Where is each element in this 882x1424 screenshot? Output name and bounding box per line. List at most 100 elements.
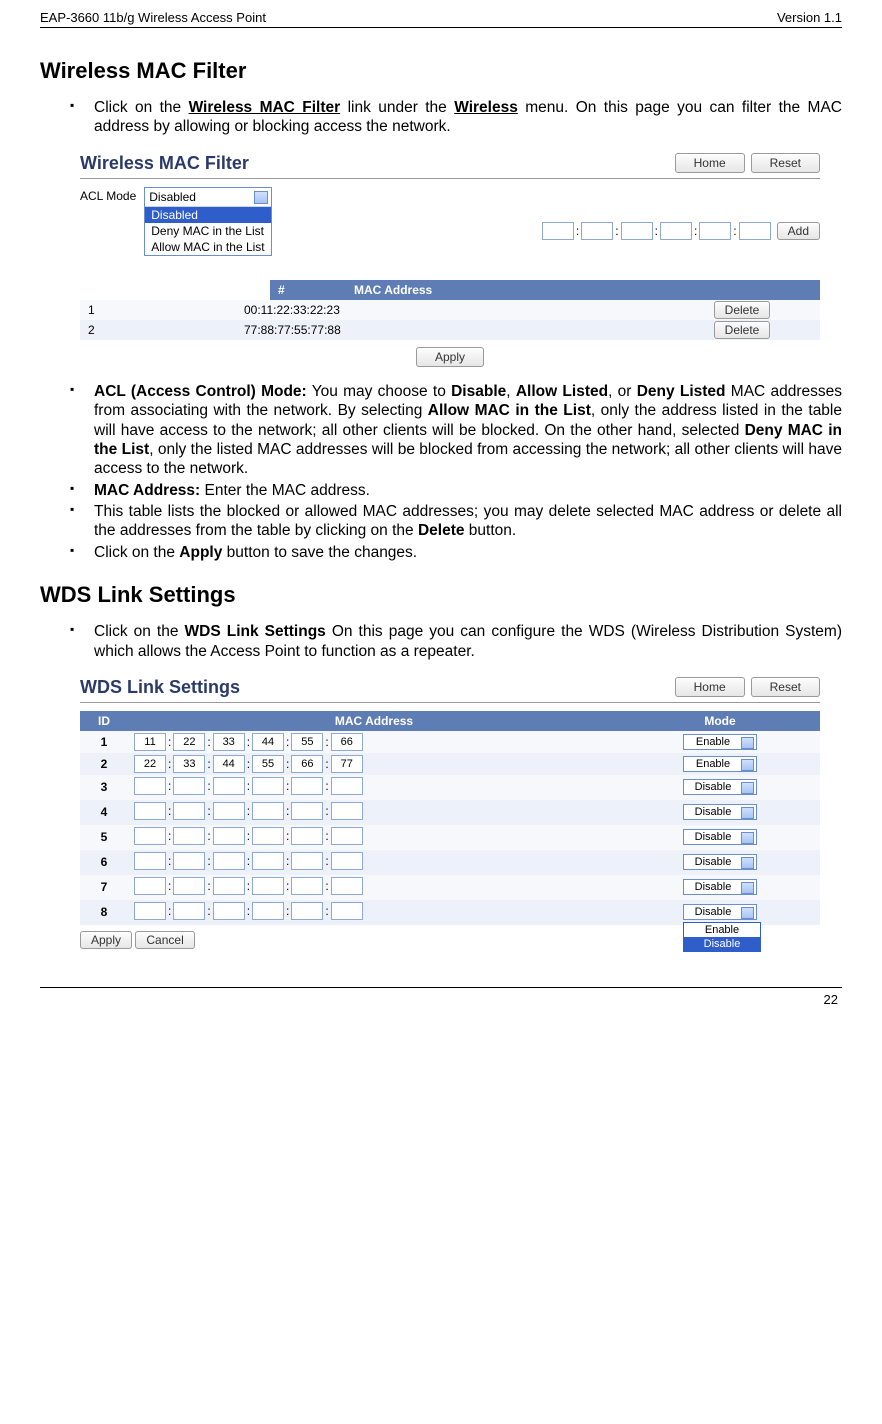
mode-select[interactable]: Disable	[683, 779, 757, 795]
mode-select[interactable]: Enable	[683, 756, 757, 772]
wds-panel-title: WDS Link Settings	[80, 677, 240, 698]
wds-row-id: 3	[80, 780, 128, 794]
mac-octet-input[interactable]	[252, 852, 284, 870]
mac-octet-input[interactable]	[134, 877, 166, 895]
wds-mac-inputs[interactable]: : : : : :	[128, 877, 620, 898]
mac-octet-input[interactable]	[331, 852, 363, 870]
mac-octet-input[interactable]	[331, 827, 363, 845]
mac-octet-input[interactable]: 55	[252, 755, 284, 773]
wds-mode-cell: Disable	[620, 829, 820, 845]
acl-mode-label: ACL Mode	[80, 187, 136, 203]
mac-octet-input[interactable]	[173, 852, 205, 870]
wds-mode-cell: DisableEnableDisable	[620, 904, 820, 920]
mac-octet-input[interactable]	[213, 827, 245, 845]
mac-octet-input[interactable]	[173, 777, 205, 795]
mac-octet-input[interactable]	[173, 827, 205, 845]
cancel-button[interactable]: Cancel	[135, 931, 194, 949]
mac-octet-input[interactable]	[173, 877, 205, 895]
mac-octet-input[interactable]	[291, 802, 323, 820]
mac-octet-input[interactable]	[252, 802, 284, 820]
mode-select[interactable]: Disable	[683, 854, 757, 870]
mac-octet-input[interactable]	[291, 827, 323, 845]
wds-mac-inputs[interactable]: : : : : :	[128, 827, 620, 848]
wds-mac-inputs[interactable]: 22 : 33 : 44 : 55 : 66 : 77	[128, 755, 620, 773]
mac-octet-input[interactable]	[213, 877, 245, 895]
page-header: EAP-3660 11b/g Wireless Access Point Ver…	[40, 10, 842, 28]
mac-octet-input[interactable]	[173, 802, 205, 820]
mac-octet-input[interactable]	[331, 902, 363, 920]
wds-mac-inputs[interactable]: 11 : 22 : 33 : 44 : 55 : 66	[128, 733, 620, 751]
mac-octet-input[interactable]	[134, 802, 166, 820]
mac-octet-input[interactable]: 33	[213, 733, 245, 751]
mode-option[interactable]: Enable	[684, 923, 760, 937]
mode-option[interactable]: Disable	[684, 937, 760, 951]
mac-octet-input[interactable]	[134, 827, 166, 845]
wds-row-id: 8	[80, 905, 128, 919]
add-button[interactable]: Add	[777, 222, 820, 240]
mac-octet-input[interactable]	[134, 902, 166, 920]
mac-octet-input[interactable]	[213, 902, 245, 920]
mac-octet-input[interactable]	[291, 777, 323, 795]
mac-octet-input[interactable]: 44	[213, 755, 245, 773]
s1-bullet1: Click on the Wireless MAC Filter link un…	[70, 98, 842, 137]
mac-octet-input[interactable]	[291, 852, 323, 870]
mac-octet-input[interactable]	[252, 777, 284, 795]
home-button[interactable]: Home	[675, 677, 745, 697]
mac-octet-input[interactable]	[331, 777, 363, 795]
wds-row-id: 2	[80, 757, 128, 771]
mac-octet-input[interactable]: 11	[134, 733, 166, 751]
apply-button[interactable]: Apply	[416, 347, 484, 367]
mode-select[interactable]: Disable	[683, 829, 757, 845]
wds-mac-inputs[interactable]: : : : : :	[128, 852, 620, 873]
wds-mode-cell: Disable	[620, 779, 820, 795]
mac-octet-input[interactable]	[134, 777, 166, 795]
mac-octet-input[interactable]	[331, 802, 363, 820]
mode-select-options[interactable]: EnableDisable	[683, 922, 761, 952]
delete-button[interactable]: Delete	[714, 301, 771, 319]
mac-octet-input[interactable]	[252, 902, 284, 920]
table-row: 222 : 33 : 44 : 55 : 66 : 77 Enable	[80, 753, 820, 775]
mac-octet-input[interactable]: 66	[331, 733, 363, 751]
mode-select[interactable]: Disable	[683, 804, 757, 820]
wds-row-id: 1	[80, 735, 128, 749]
mac-octet-input[interactable]: 77	[331, 755, 363, 773]
mode-select[interactable]: Disable	[683, 904, 757, 920]
mac-add-inputs[interactable]: :::::	[542, 222, 771, 240]
wds-mac-inputs[interactable]: : : : : :	[128, 777, 620, 798]
mac-octet-input[interactable]	[252, 877, 284, 895]
wds-mac-inputs[interactable]: : : : : :	[128, 902, 620, 923]
wds-mode-cell: Enable	[620, 756, 820, 772]
mode-select[interactable]: Disable	[683, 879, 757, 895]
table-row: 5 : : : : : Disable	[80, 825, 820, 850]
mac-octet-input[interactable]	[213, 802, 245, 820]
section1-title: Wireless MAC Filter	[40, 58, 842, 84]
mac-octet-input[interactable]	[134, 852, 166, 870]
table-row: 3 : : : : : Disable	[80, 775, 820, 800]
table-row: 1 00:11:22:33:22:23 Delete	[80, 300, 820, 320]
mode-select[interactable]: Enable	[683, 734, 757, 750]
mac-octet-input[interactable]	[291, 902, 323, 920]
s2-bullet1: Click on the WDS Link Settings On this p…	[70, 622, 842, 661]
mac-octet-input[interactable]	[252, 827, 284, 845]
wds-mac-inputs[interactable]: : : : : :	[128, 802, 620, 823]
table-row: 7 : : : : : Disable	[80, 875, 820, 900]
reset-button[interactable]: Reset	[751, 153, 820, 173]
mac-octet-input[interactable]: 33	[173, 755, 205, 773]
mac-octet-input[interactable]: 66	[291, 755, 323, 773]
delete-button[interactable]: Delete	[714, 321, 771, 339]
home-button[interactable]: Home	[675, 153, 745, 173]
mac-octet-input[interactable]	[331, 877, 363, 895]
wds-panel: WDS Link Settings Home Reset ID MAC Addr…	[80, 677, 820, 947]
table-row: 111 : 22 : 33 : 44 : 55 : 66 Enable	[80, 731, 820, 753]
mac-octet-input[interactable]	[173, 902, 205, 920]
mac-octet-input[interactable]	[213, 777, 245, 795]
mac-octet-input[interactable]	[213, 852, 245, 870]
mac-octet-input[interactable]: 22	[134, 755, 166, 773]
acl-mode-select[interactable]: Disabled Disabled Deny MAC in the List A…	[144, 187, 271, 256]
mac-octet-input[interactable]	[291, 877, 323, 895]
mac-octet-input[interactable]: 44	[252, 733, 284, 751]
apply-button[interactable]: Apply	[80, 931, 132, 949]
mac-octet-input[interactable]: 22	[173, 733, 205, 751]
mac-octet-input[interactable]: 55	[291, 733, 323, 751]
reset-button[interactable]: Reset	[751, 677, 820, 697]
